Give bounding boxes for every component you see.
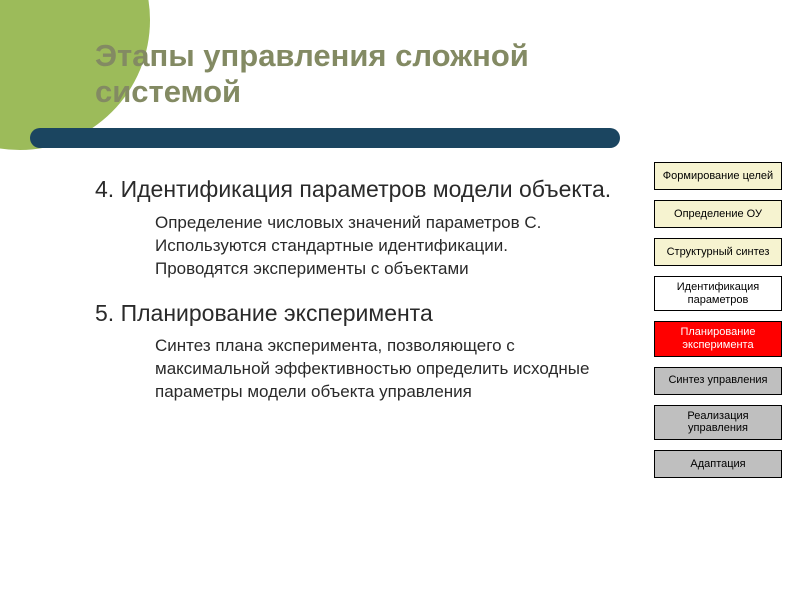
item4-heading-text: Идентификация параметров модели объекта.: [121, 176, 612, 202]
stage-box-2: Структурный синтез: [654, 238, 782, 266]
stage-box-0: Формирование целей: [654, 162, 782, 190]
stages-sidebar: Формирование целей Определение ОУ Структ…: [654, 162, 782, 478]
stage-box-5: Синтез управления: [654, 367, 782, 395]
main-content: 4. Идентификация параметров модели объек…: [95, 175, 615, 404]
item4-body: Определение числовых значений параметров…: [155, 212, 605, 281]
stage-box-6: Реализация управления: [654, 405, 782, 440]
item5-heading: 5. Планирование эксперимента: [95, 299, 615, 328]
item5-heading-text: Планирование эксперимента: [121, 300, 433, 326]
stage-box-1: Определение ОУ: [654, 200, 782, 228]
item4-number: 4.: [95, 176, 114, 202]
slide-title: Этапы управления сложной системой: [95, 38, 635, 109]
stage-box-4: Планирование эксперимента: [654, 321, 782, 356]
stage-box-7: Адаптация: [654, 450, 782, 478]
stage-box-3: Идентификация параметров: [654, 276, 782, 311]
item5-body: Синтез плана эксперимента, позволяющего …: [155, 335, 605, 404]
title-divider: [30, 128, 620, 148]
item4-heading: 4. Идентификация параметров модели объек…: [95, 175, 615, 204]
item5-number: 5.: [95, 300, 114, 326]
